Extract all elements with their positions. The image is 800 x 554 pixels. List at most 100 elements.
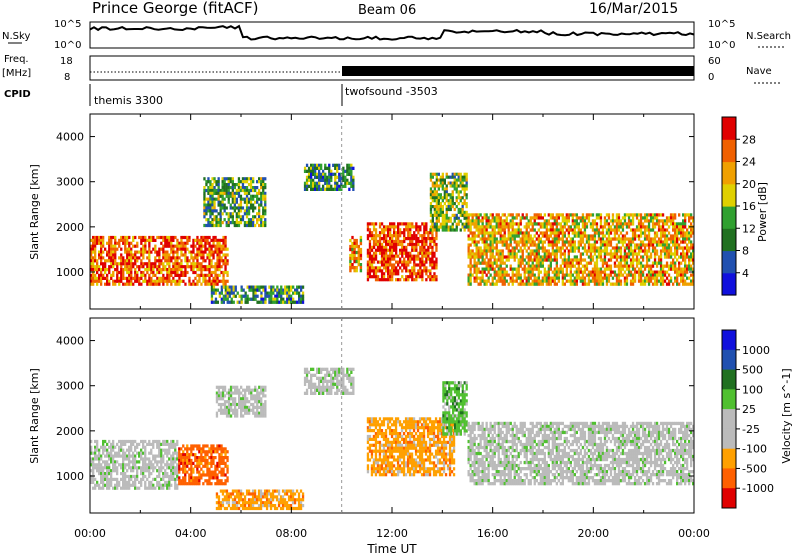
freq-label: Freq. [4,54,29,65]
velocity-colorbar-segment [722,488,736,509]
power-colorbar-tick-label: 16 [742,200,756,213]
velocity-colorbar-label: Velocity [m s^-1] [780,368,793,463]
nave-tick-top: 60 [708,56,721,67]
velocity-echo-region-6 [442,381,468,436]
velocity-colorbar-tick-label: 25 [742,403,756,416]
power-colorbar-segment [722,272,736,296]
velocity-ylabel: Slant Range [km] [28,368,41,464]
power-ytick-label: 2000 [56,221,84,234]
power-colorbar-segment [722,183,736,207]
nave-tick-bottom: 0 [708,72,714,83]
nsearch-tick-top: 10^5 [708,19,735,30]
velocity-colorbar-tick-label: 500 [742,364,763,377]
power-ytick-label: 4000 [56,131,84,144]
velocity-echo-region-4 [303,367,355,395]
velocity-echo-region-3 [215,385,267,418]
nsky-line [89,24,695,41]
velocity-echoes [90,367,695,511]
nsky-tick-top: 10^5 [54,19,81,30]
power-echo-region-0 [90,235,229,286]
time-tick-label: 16:00 [477,527,509,540]
velocity-colorbar: 1000 500 100 25 -25 -100 -500 -1000 [721,329,774,509]
power-colorbar-label: Power [dB] [756,182,769,242]
velocity-ytick-label: 2000 [56,425,84,438]
velocity-ytick-label: 4000 [56,335,84,348]
velocity-colorbar-segment [722,349,736,371]
power-colorbar-tick-label: 28 [742,133,756,146]
nsearch-label: N.Search [746,31,791,42]
power-echo-region-3 [303,163,355,191]
power-echo-region-7 [467,213,695,286]
power-colorbar-tick-label: 8 [742,245,749,258]
nsearch-tick-bottom: 10^0 [708,40,735,51]
power-colorbar-segment [722,250,736,274]
velocity-colorbar-tick-label: -1000 [742,482,774,495]
power-colorbar-tick-label: 4 [742,267,749,280]
power-ylabel: Slant Range [km] [28,164,41,260]
velocity-colorbar-segment [722,448,736,469]
date-title: 16/Mar/2015 [589,1,678,17]
cpid-label: CPID [4,89,31,100]
velocity-colorbar-tick-label: -100 [742,443,767,456]
power-colorbar-tick-label: 12 [742,222,756,235]
power-ytick-label: 1000 [56,266,84,279]
power-colorbar-segment [722,139,736,163]
power-echo-region-2 [203,177,267,228]
nave-trace-block [342,66,694,76]
nave-label: Nave [746,66,772,77]
velocity-colorbar-tick-label: 1000 [742,344,770,357]
time-axis-label: Time UT [366,542,417,554]
freq-unit-label: [MHz] [2,68,31,79]
power-colorbar-segment [722,161,736,185]
power-echo-region-6 [429,172,468,232]
power-echo-region-4 [349,235,363,273]
power-colorbar-segment [722,206,736,229]
velocity-colorbar-segment [722,409,736,430]
time-tick-label: 00:00 [74,527,106,540]
velocity-colorbar-frame [721,329,737,509]
velocity-ytick-label: 1000 [56,470,84,483]
freq-tick-bottom: 8 [64,72,70,83]
power-colorbar: 4 8 12 16 20 24 28 [721,116,756,296]
velocity-colorbar-segment [722,389,736,410]
time-tick-label: 04:00 [175,527,207,540]
cpid-twofsound-label: twofsound -3503 [345,85,438,98]
velocity-echo-region-1 [178,444,229,486]
power-echo-region-1 [210,285,305,304]
velocity-colorbar-tick-label: -500 [742,462,767,475]
velocity-x-ticks: 00:00 04:00 08:00 12:00 16:00 20:00 00:00 [74,318,710,540]
power-colorbar-segment [722,117,736,140]
velocity-colorbar-segment [722,369,736,390]
power-ytick-label: 3000 [56,176,84,189]
power-colorbar-segment [722,228,736,252]
power-panel: 1000 2000 3000 4000 Slant Range [km] [28,113,695,310]
time-tick-label: 00:00 [678,527,710,540]
power-echoes [90,163,695,304]
power-x-ticks [89,114,695,309]
velocity-colorbar-segment [722,428,736,450]
station-title: Prince George (fitACF) [92,0,258,17]
velocity-echo-region-0 [90,439,179,490]
freq-tick-top: 18 [60,56,73,67]
velocity-y-ticks: 1000 2000 3000 4000 [56,335,694,483]
velocity-colorbar-segment [722,468,736,489]
velocity-colorbar-tick-label: 100 [742,383,763,396]
cpid-themis-label: themis 3300 [94,94,163,107]
velocity-panel: 1000 2000 3000 4000 00:00 04:00 08:00 12:00 16:… [28,317,710,554]
power-y-ticks: 1000 2000 3000 4000 [56,131,694,279]
velocity-echo-region-7 [467,421,695,486]
velocity-colorbar-segment [722,330,736,351]
velocity-echo-region-5 [366,417,456,477]
power-echo-region-5 [366,222,438,282]
velocity-colorbar-tick-label: -25 [742,423,760,436]
nsky-label: N.Sky [2,31,30,42]
power-colorbar-tick-label: 24 [742,156,756,169]
nsky-tick-bottom: 10^0 [54,40,81,51]
velocity-echo-region-2 [215,489,305,511]
time-tick-label: 12:00 [376,527,408,540]
power-colorbar-tick-label: 20 [742,178,756,191]
beam-title: Beam 06 [358,3,416,18]
velocity-ytick-label: 3000 [56,380,84,393]
time-tick-label: 20:00 [577,527,609,540]
